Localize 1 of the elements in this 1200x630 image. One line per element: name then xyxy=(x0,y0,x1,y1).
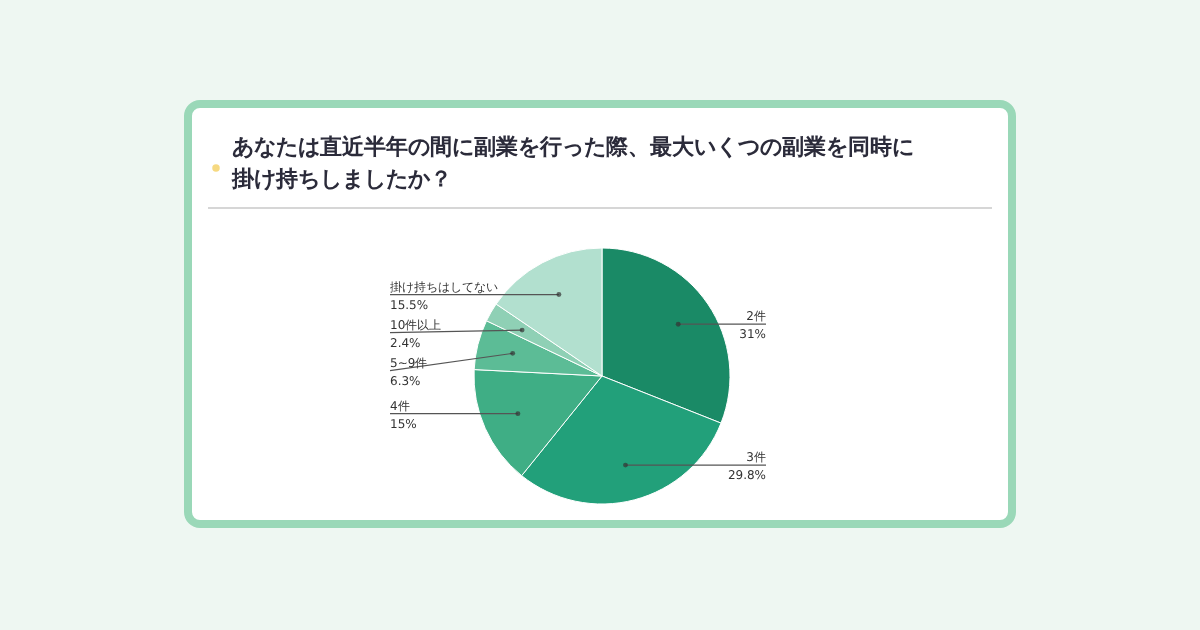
chart-title: あなたは直近半年の間に副業を行った際、最大いくつの副業を同時に掛け持ちしましたか？ xyxy=(230,134,914,192)
